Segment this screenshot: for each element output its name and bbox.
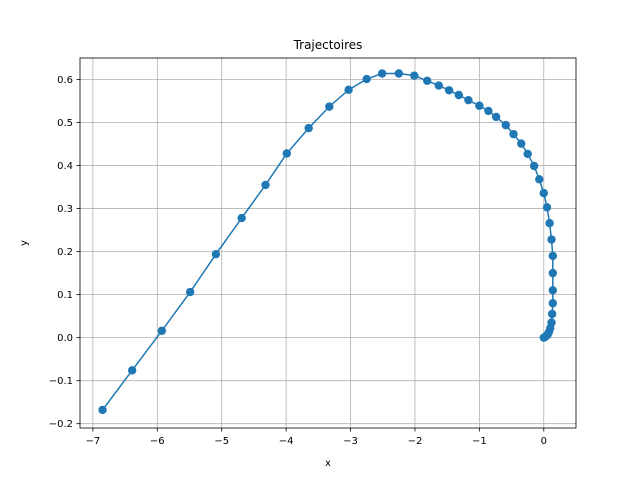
y-tick-label: 0.5 (57, 118, 73, 129)
series-layer (98, 69, 558, 415)
data-point (394, 69, 404, 78)
y-tick-label: 0.1 (57, 290, 73, 301)
data-point (484, 106, 493, 116)
data-point (434, 81, 443, 90)
data-point (548, 299, 558, 308)
data-point (545, 219, 554, 228)
y-tick-label: 0.2 (57, 247, 73, 258)
data-point (547, 235, 556, 244)
x-tick-label: −1 (472, 436, 487, 447)
y-axis: −0.2 −0.1 0.0 0.1 0.2 0.3 0.4 0.5 0.6 (49, 75, 80, 430)
x-tick-label: −6 (150, 436, 165, 447)
data-point (501, 120, 510, 130)
data-point (377, 69, 387, 78)
x-tick-label: −7 (86, 436, 101, 447)
data-point (410, 71, 419, 80)
data-point (98, 405, 107, 415)
data-point (535, 175, 544, 184)
data-point (509, 129, 518, 139)
data-point (548, 286, 558, 295)
x-tick-label: −3 (343, 436, 358, 447)
data-point (547, 309, 557, 319)
y-tick-label: 0.4 (57, 161, 73, 172)
y-tick-label: 0.0 (57, 333, 73, 344)
x-tick-label: 0 (541, 436, 547, 447)
data-point (423, 76, 432, 86)
data-point (185, 287, 195, 297)
data-point (539, 188, 548, 198)
data-point (211, 249, 221, 259)
data-point (282, 149, 291, 158)
data-point (237, 213, 246, 223)
x-tick-label: −4 (279, 436, 294, 447)
y-tick-label: −0.1 (49, 376, 73, 387)
data-point (542, 203, 552, 212)
data-point (444, 86, 454, 95)
data-point (344, 85, 353, 95)
data-point (362, 74, 371, 84)
data-point (548, 251, 558, 261)
y-tick-label: 0.6 (57, 75, 73, 86)
data-point (491, 112, 501, 122)
x-axis: −7 −6 −5 −4 −3 −2 −1 0 (86, 428, 547, 447)
grid (80, 58, 576, 428)
data-point (523, 149, 532, 159)
data-point (464, 95, 473, 105)
axes-frame (79, 57, 577, 429)
x-axis-label: x (325, 458, 331, 469)
x-tick-label: −5 (214, 436, 229, 447)
data-point (157, 326, 167, 335)
data-point (454, 90, 463, 100)
data-point (475, 101, 484, 110)
x-tick-label: −2 (408, 436, 423, 447)
data-point (261, 180, 270, 190)
y-tick-label: 0.3 (57, 204, 73, 215)
data-point (517, 139, 526, 148)
y-tick-label: −0.2 (49, 419, 73, 430)
data-point (539, 333, 548, 342)
data-point (304, 123, 313, 133)
chart-title: Trajectoires (293, 38, 363, 52)
data-point (529, 161, 539, 171)
y-axis-label: y (19, 240, 30, 246)
data-point (127, 366, 137, 375)
data-point (548, 268, 558, 278)
data-point (325, 102, 334, 111)
